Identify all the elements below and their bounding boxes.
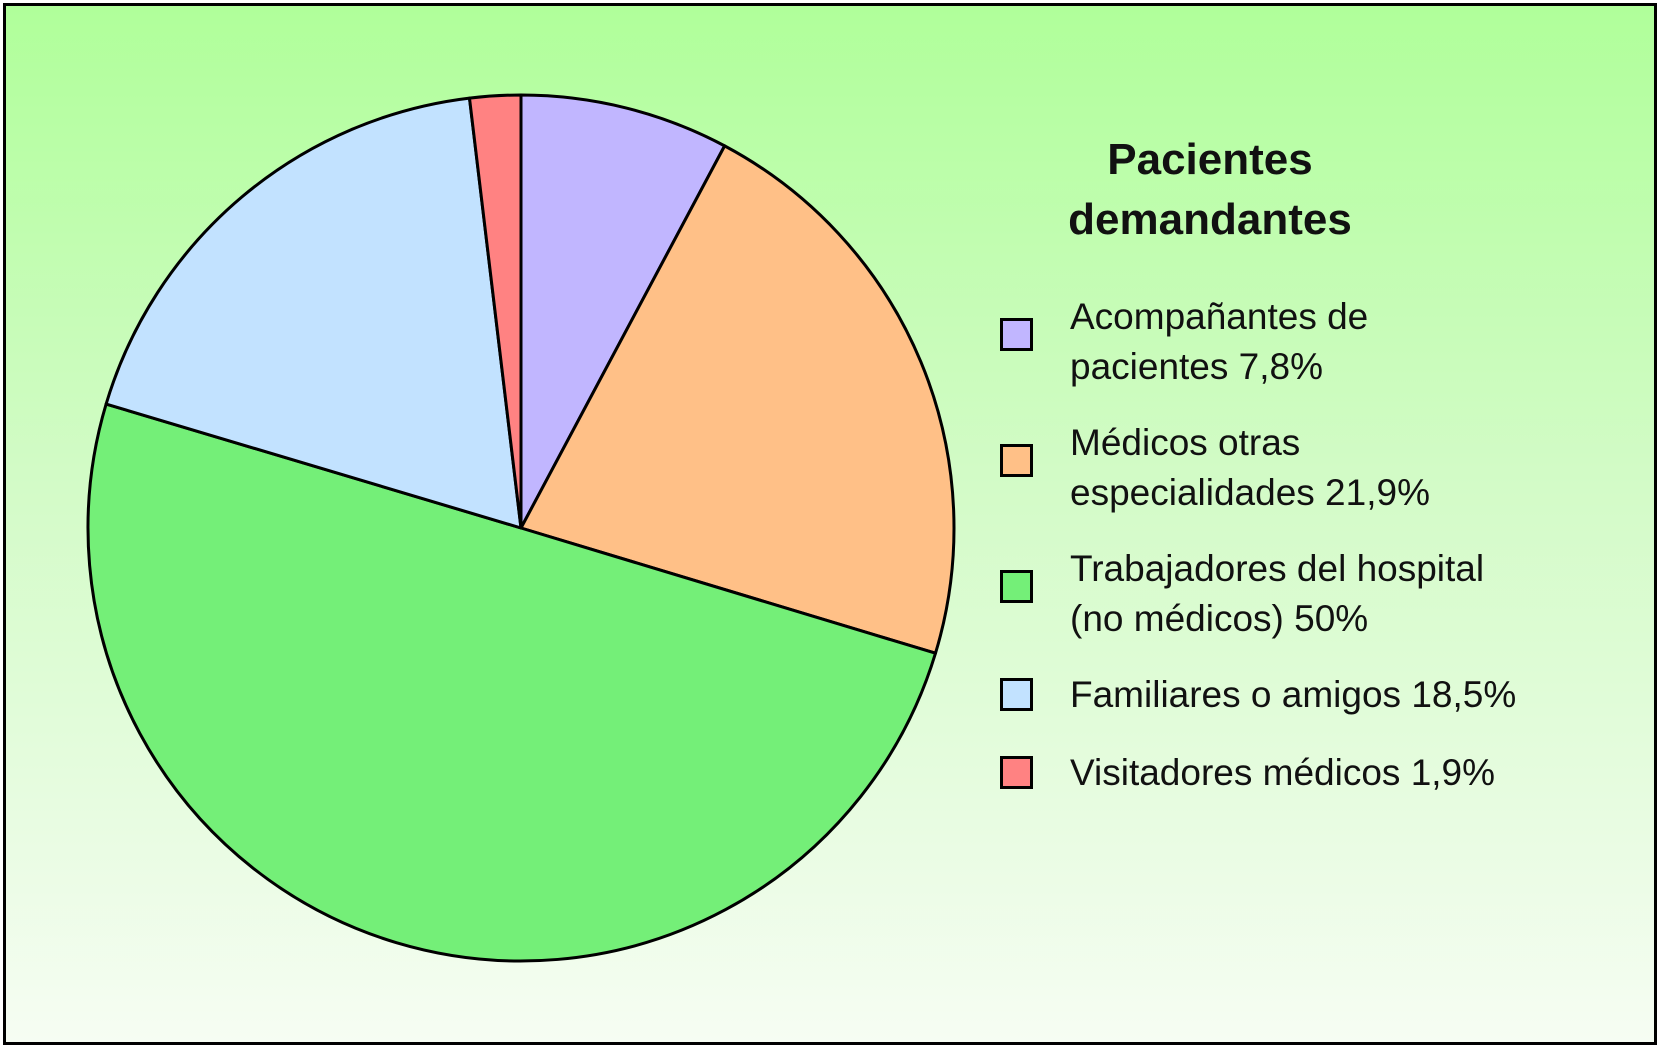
pie-slice-familiares	[104, 96, 523, 530]
legend-item-acompanantes: Acompañantes de pacientes 7,8%	[1000, 292, 1620, 392]
legend-label-line: pacientes 7,8%	[1070, 346, 1324, 387]
legend-label-line: especialidades 21,9%	[1070, 472, 1430, 513]
legend-label-line: (no médicos) 50%	[1070, 598, 1369, 639]
legend-label-line: Acompañantes de	[1070, 296, 1369, 337]
legend-item-medicos-otras: Médicos otras especialidades 21,9%	[1000, 418, 1620, 518]
legend: Pacientes demandantes Acompañantes de pa…	[1000, 130, 1620, 826]
pie-slice-trabajadores	[86, 402, 937, 963]
chart-title: Pacientes demandantes	[1068, 135, 1352, 244]
legend-swatch-trabajadores	[1000, 570, 1033, 603]
legend-items: Acompañantes de pacientes 7,8% Médicos o…	[1000, 292, 1620, 798]
legend-label-line: Médicos otras	[1070, 422, 1301, 463]
legend-swatch-acompanantes	[1000, 318, 1033, 351]
legend-item-familiares: Familiares o amigos 18,5%	[1000, 670, 1620, 720]
legend-swatch-medicos-otras	[1000, 444, 1033, 477]
legend-item-visitadores: Visitadores médicos 1,9%	[1000, 748, 1620, 798]
legend-label-line: Visitadores médicos 1,9%	[1070, 752, 1496, 793]
pie-slice-medicos-otras	[519, 144, 956, 655]
legend-label-line: Trabajadores del hospital	[1070, 548, 1485, 589]
legend-swatch-familiares	[1000, 678, 1033, 711]
pie-slice-visitadores	[467, 93, 523, 530]
legend-label-line: Familiares o amigos 18,5%	[1070, 674, 1517, 715]
pie-slice-acompanantes	[519, 93, 727, 530]
legend-swatch-visitadores	[1000, 756, 1033, 789]
legend-item-trabajadores: Trabajadores del hospital (no médicos) 5…	[1000, 544, 1620, 644]
